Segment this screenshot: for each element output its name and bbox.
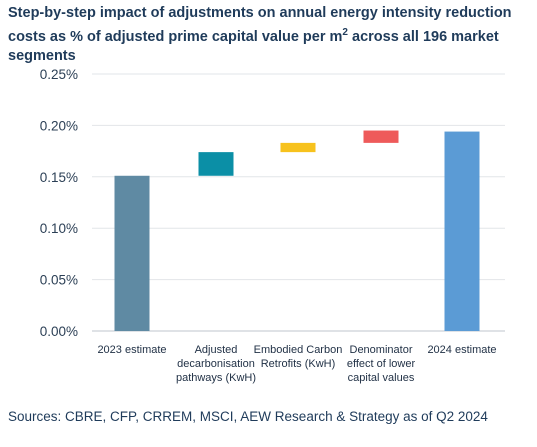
- delta-bar: [363, 130, 399, 143]
- category-label: Denominator effect of lower capital values: [347, 344, 416, 384]
- gridlines: [92, 73, 505, 332]
- category-label-line: Embodied Carbon: [254, 344, 343, 356]
- y-tick-label: 0.20%: [40, 118, 78, 133]
- y-tick-label: 0.05%: [40, 273, 78, 288]
- category-labels: 2023 estimate Adjusted decarbonisation path…: [97, 344, 496, 384]
- chart-title: Step-by-step impact of adjustments on an…: [8, 4, 533, 66]
- y-axis-ticks: 0.00% 0.05% 0.10% 0.15% 0.20% 0.25%: [40, 67, 78, 339]
- category-label-line: 2023 estimate: [97, 344, 166, 356]
- category-label-line: 2024 estimate: [427, 344, 496, 356]
- delta-bar: [198, 152, 234, 176]
- source-text: Sources: CBRE, CFP, CRREM, MSCI, AEW Res…: [8, 409, 488, 424]
- y-tick-label: 0.00%: [40, 324, 78, 339]
- category-label: 2023 estimate: [97, 344, 166, 356]
- category-label-line: effect of lower: [347, 358, 416, 370]
- y-tick-label: 0.10%: [40, 221, 78, 236]
- bars: [114, 130, 480, 331]
- category-label-line: Retrofits (KwH): [261, 358, 336, 370]
- total-bar: [444, 131, 480, 331]
- category-label-line: Adjusted: [195, 344, 238, 356]
- chart-title-text: Step-by-step impact of adjustments on an…: [8, 5, 512, 64]
- y-tick-label: 0.15%: [40, 170, 78, 185]
- category-label-line: pathways (KwH): [176, 372, 256, 384]
- category-label-line: decarbonisation: [177, 358, 255, 370]
- source-note: Sources: CBRE, CFP, CRREM, MSCI, AEW Res…: [8, 409, 488, 424]
- category-label-line: capital values: [348, 372, 415, 384]
- category-label: 2024 estimate: [427, 344, 496, 356]
- total-bar: [114, 175, 150, 331]
- delta-bar: [280, 142, 316, 153]
- category-label: Adjusted decarbonisation pathways (KwH): [176, 344, 256, 384]
- y-tick-label: 0.25%: [40, 67, 78, 82]
- title-superscript: 2: [342, 27, 348, 38]
- category-label: Embodied Carbon Retrofits (KwH): [254, 344, 343, 370]
- category-label-line: Denominator: [350, 344, 413, 356]
